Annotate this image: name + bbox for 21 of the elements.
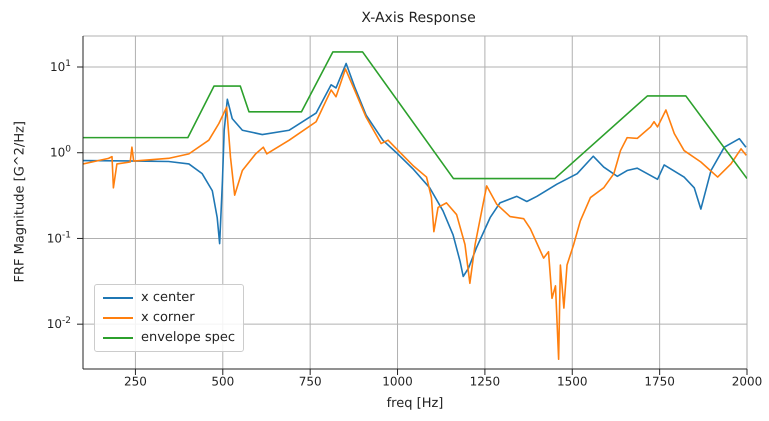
legend-label: envelope spec <box>141 329 236 347</box>
x-axis-title: freq [Hz] <box>386 396 444 411</box>
x-tick-label: 1250 <box>470 374 500 389</box>
legend-label: x center <box>141 289 195 307</box>
y-tick-label: 10$^{-1}$ <box>46 230 71 246</box>
x-tick-label: 2000 <box>732 374 762 389</box>
y-tick-label: 10$^{1}$ <box>50 59 71 74</box>
chart-title: X-Axis Response <box>360 10 477 26</box>
y-tick-label: 10$^{0}$ <box>50 144 72 160</box>
line-series <box>83 62 747 278</box>
y-axis-title: FRF Magnitude [G^2/Hz] <box>12 121 28 282</box>
x-tick-label: 250 <box>124 374 147 389</box>
legend-label: x corner <box>141 309 195 327</box>
x-tick-label: 1500 <box>556 374 588 389</box>
x-tick-label: 1000 <box>382 374 413 389</box>
x-tick-label: 1750 <box>644 374 675 389</box>
y-tick-label: 10$^{-2}$ <box>46 316 71 332</box>
x-tick-label: 750 <box>298 374 322 389</box>
line-series <box>83 51 747 180</box>
x-tick-label: 500 <box>211 374 234 389</box>
line-series <box>83 68 747 360</box>
